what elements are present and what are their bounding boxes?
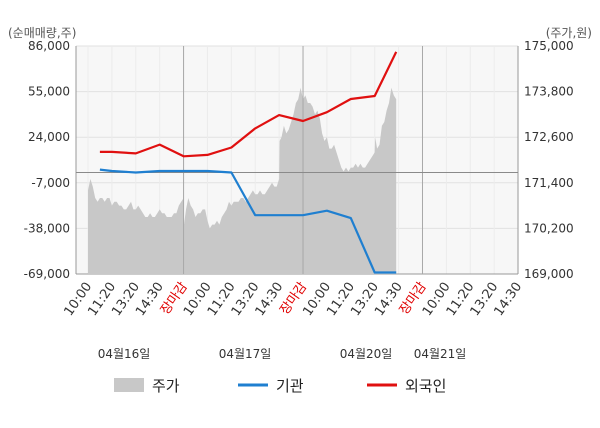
right-axis-unit-label: (주가,원) <box>546 26 592 40</box>
right-tick-label: 171,400 <box>524 176 574 190</box>
series-line-institution <box>99 168 397 274</box>
right-tick-label: 175,000 <box>524 39 574 53</box>
right-tick-label: 170,200 <box>524 221 574 235</box>
date-label: 04월21일 <box>414 347 467 361</box>
x-axis-ticks: 10:0011:2013:2014:30장마감10:0011:2013:2014… <box>61 280 525 319</box>
date-label: 04월17일 <box>219 347 272 361</box>
price-area-series <box>88 87 397 274</box>
day-separators <box>183 46 423 274</box>
right-tick-label: 173,800 <box>524 85 574 99</box>
right-axis-ticks: 175,000 173,800 172,600 171,400 170,200 169,0… <box>524 39 574 281</box>
legend-label: 주가 <box>152 377 180 395</box>
legend-label: 기관 <box>276 377 304 395</box>
series-lines <box>99 51 398 274</box>
left-axis-ticks: 86,000 55,000 24,000 -7,000 -38,000 -69,000 <box>24 39 70 281</box>
left-tick-label: -69,000 <box>24 267 70 281</box>
date-label: 04월16일 <box>98 347 151 361</box>
date-labels: 04월16일 04월17일 04월20일 04월21일 <box>98 347 467 361</box>
right-tick-label: 169,000 <box>524 267 574 281</box>
legend-swatch-price <box>114 378 144 392</box>
left-tick-label: -38,000 <box>24 221 70 235</box>
left-tick-label: -7,000 <box>31 176 70 190</box>
left-tick-label: 55,000 <box>28 85 70 99</box>
price-area-path <box>88 87 397 274</box>
date-label: 04월20일 <box>340 347 393 361</box>
left-axis-unit-label: (순매매량,주) <box>8 26 76 40</box>
left-tick-label: 86,000 <box>28 39 70 53</box>
series-line-foreign <box>99 51 398 158</box>
legend: 주가 기관 외국인 <box>114 377 446 395</box>
right-tick-label: 172,600 <box>524 130 574 144</box>
left-tick-label: 24,000 <box>28 130 70 144</box>
legend-label: 외국인 <box>405 377 446 395</box>
